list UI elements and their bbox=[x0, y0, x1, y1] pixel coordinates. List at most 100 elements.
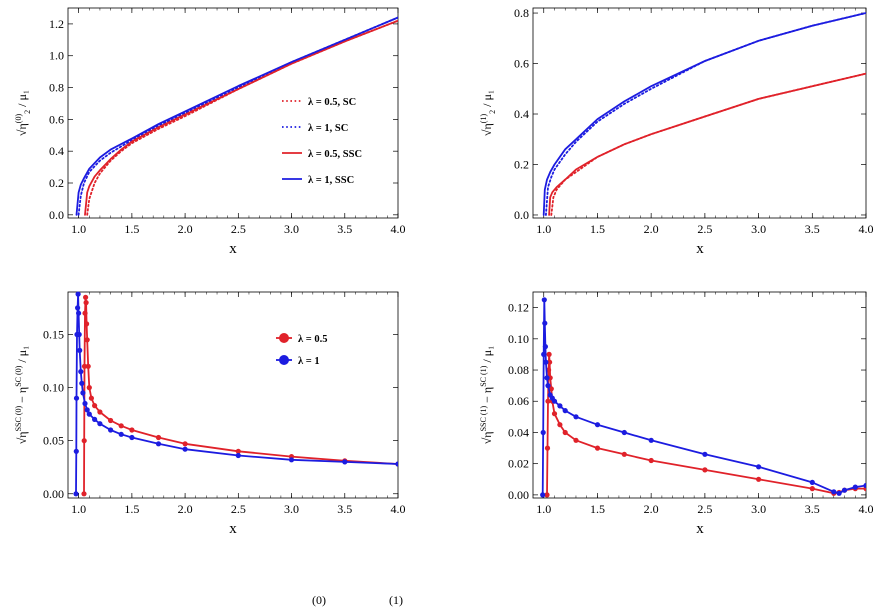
y-axis-title-mid: − η bbox=[15, 387, 29, 406]
legend-label: λ = 1 bbox=[298, 356, 320, 367]
x-tick-label: 1.5 bbox=[590, 222, 605, 236]
data-point bbox=[118, 431, 124, 437]
data-point bbox=[97, 409, 103, 415]
data-point bbox=[73, 448, 79, 454]
data-point bbox=[81, 491, 87, 497]
x-tick-label: 1.0 bbox=[71, 502, 86, 516]
data-point bbox=[542, 320, 548, 326]
data-point bbox=[92, 403, 98, 409]
x-tick-label: 1.5 bbox=[124, 222, 139, 236]
legend-label: λ = 0.5, SSC bbox=[308, 149, 362, 160]
x-tick-label: 2.0 bbox=[178, 222, 193, 236]
y-tick-label: 1.0 bbox=[49, 49, 64, 63]
chart-panel-2: 1.0 1.5 2.0 2.5 3.0 3.5 4.0 0.0 0.2 0.4 0.6 0.8 x √η(… bbox=[479, 6, 874, 257]
data-point bbox=[562, 408, 568, 414]
data-point bbox=[73, 491, 79, 497]
data-point bbox=[648, 437, 654, 443]
y-axis-title-base: η bbox=[15, 431, 29, 437]
data-point bbox=[756, 464, 762, 470]
data-point bbox=[77, 347, 83, 353]
y-tick-label: 0.4 bbox=[49, 144, 64, 158]
data-point bbox=[342, 459, 348, 465]
series-layer bbox=[73, 291, 398, 497]
data-point bbox=[594, 445, 601, 451]
series-line-0 bbox=[83, 296, 398, 495]
data-point bbox=[182, 446, 188, 452]
data-point bbox=[548, 386, 554, 392]
data-point bbox=[129, 434, 135, 441]
legend-label: λ = 1, SC bbox=[308, 123, 348, 134]
data-point bbox=[594, 422, 601, 428]
x-tick-label: 3.0 bbox=[284, 222, 299, 236]
data-point bbox=[235, 448, 241, 454]
data-point bbox=[108, 427, 114, 433]
data-point bbox=[573, 437, 579, 443]
data-point bbox=[84, 337, 90, 343]
legend-label: λ = 0.5, SC bbox=[308, 97, 356, 108]
data-point bbox=[648, 457, 654, 464]
data-point bbox=[542, 344, 549, 350]
data-point bbox=[73, 395, 80, 401]
data-point bbox=[557, 422, 563, 428]
series-line-1 bbox=[541, 298, 866, 496]
y-tick-label: 0.8 bbox=[514, 6, 529, 20]
y-tick-label: 0.15 bbox=[43, 327, 64, 341]
data-point bbox=[551, 398, 558, 404]
x-tick-label: 4.0 bbox=[859, 502, 874, 516]
data-point bbox=[546, 351, 552, 357]
data-point bbox=[78, 369, 84, 375]
y-axis-title-text: √η(1)2 / μ₁ bbox=[479, 90, 497, 136]
y-tick-label: 0.8 bbox=[49, 81, 64, 95]
y-tick-label: 0.10 bbox=[43, 381, 64, 395]
legend: λ = 0.5, SC λ = 1, SC λ = 0.5, SSC λ = 1, S… bbox=[282, 97, 362, 186]
data-point bbox=[80, 390, 86, 396]
data-point bbox=[557, 403, 563, 409]
y-tick-label: 0.00 bbox=[508, 488, 529, 502]
data-point bbox=[235, 452, 241, 459]
data-point bbox=[547, 359, 553, 365]
data-point bbox=[756, 476, 762, 482]
y-axis-title-sup: (0) bbox=[14, 114, 23, 124]
data-point bbox=[81, 363, 88, 369]
series-line-1 bbox=[75, 293, 398, 495]
y-tick-label: 0.00 bbox=[43, 487, 64, 501]
x-tick-label: 2.0 bbox=[644, 222, 659, 236]
y-tick-label: 1.2 bbox=[49, 17, 64, 31]
data-point bbox=[155, 441, 162, 447]
data-point bbox=[541, 297, 547, 303]
y-axis-title-sup: SSC (0) bbox=[14, 406, 23, 432]
y-tick-label: 0.4 bbox=[514, 107, 529, 121]
x-tick-label: 2.5 bbox=[697, 502, 712, 516]
y-axis-title-sup2: SC (0) bbox=[14, 365, 23, 386]
data-point bbox=[841, 487, 848, 493]
x-tick-label: 1.0 bbox=[536, 222, 551, 236]
y-tick-label: 0.06 bbox=[508, 394, 529, 408]
data-point bbox=[573, 414, 579, 420]
data-point bbox=[544, 375, 550, 381]
x-tick-label: 1.0 bbox=[71, 222, 86, 236]
x-tick-label: 3.0 bbox=[751, 222, 766, 236]
data-point bbox=[97, 421, 103, 427]
caption-fragment: (0) (1) bbox=[312, 593, 403, 607]
data-point bbox=[129, 427, 135, 433]
caption-sup-0: (0) bbox=[312, 593, 326, 607]
x-tick-label: 1.0 bbox=[536, 502, 551, 516]
data-point bbox=[836, 490, 842, 496]
y-axis-title-mid: − η bbox=[480, 387, 494, 406]
x-tick-label: 2.5 bbox=[697, 222, 712, 236]
chart-panel-1: 1.0 1.5 2.0 2.5 3.0 3.5 4.0 0.0 0.2 0.4 0.6 0.8 1.0 1… bbox=[14, 7, 406, 257]
data-point bbox=[621, 451, 627, 457]
y-tick-label: 0.2 bbox=[514, 157, 529, 171]
series-layer bbox=[542, 12, 866, 216]
y-axis-title-sup: SSC (1) bbox=[479, 406, 488, 432]
legend: λ = 0.5 λ = 1 bbox=[276, 333, 328, 367]
data-point bbox=[621, 429, 627, 436]
data-point bbox=[541, 351, 547, 357]
x-tick-label: 3.0 bbox=[751, 502, 766, 516]
y-tick-label: 0.12 bbox=[508, 301, 529, 315]
x-axis-title: x bbox=[696, 241, 704, 257]
x-axis-title: x bbox=[229, 521, 237, 537]
data-point bbox=[155, 434, 162, 441]
series-line-2 bbox=[84, 19, 398, 216]
x-tick-label: 2.0 bbox=[178, 502, 193, 516]
